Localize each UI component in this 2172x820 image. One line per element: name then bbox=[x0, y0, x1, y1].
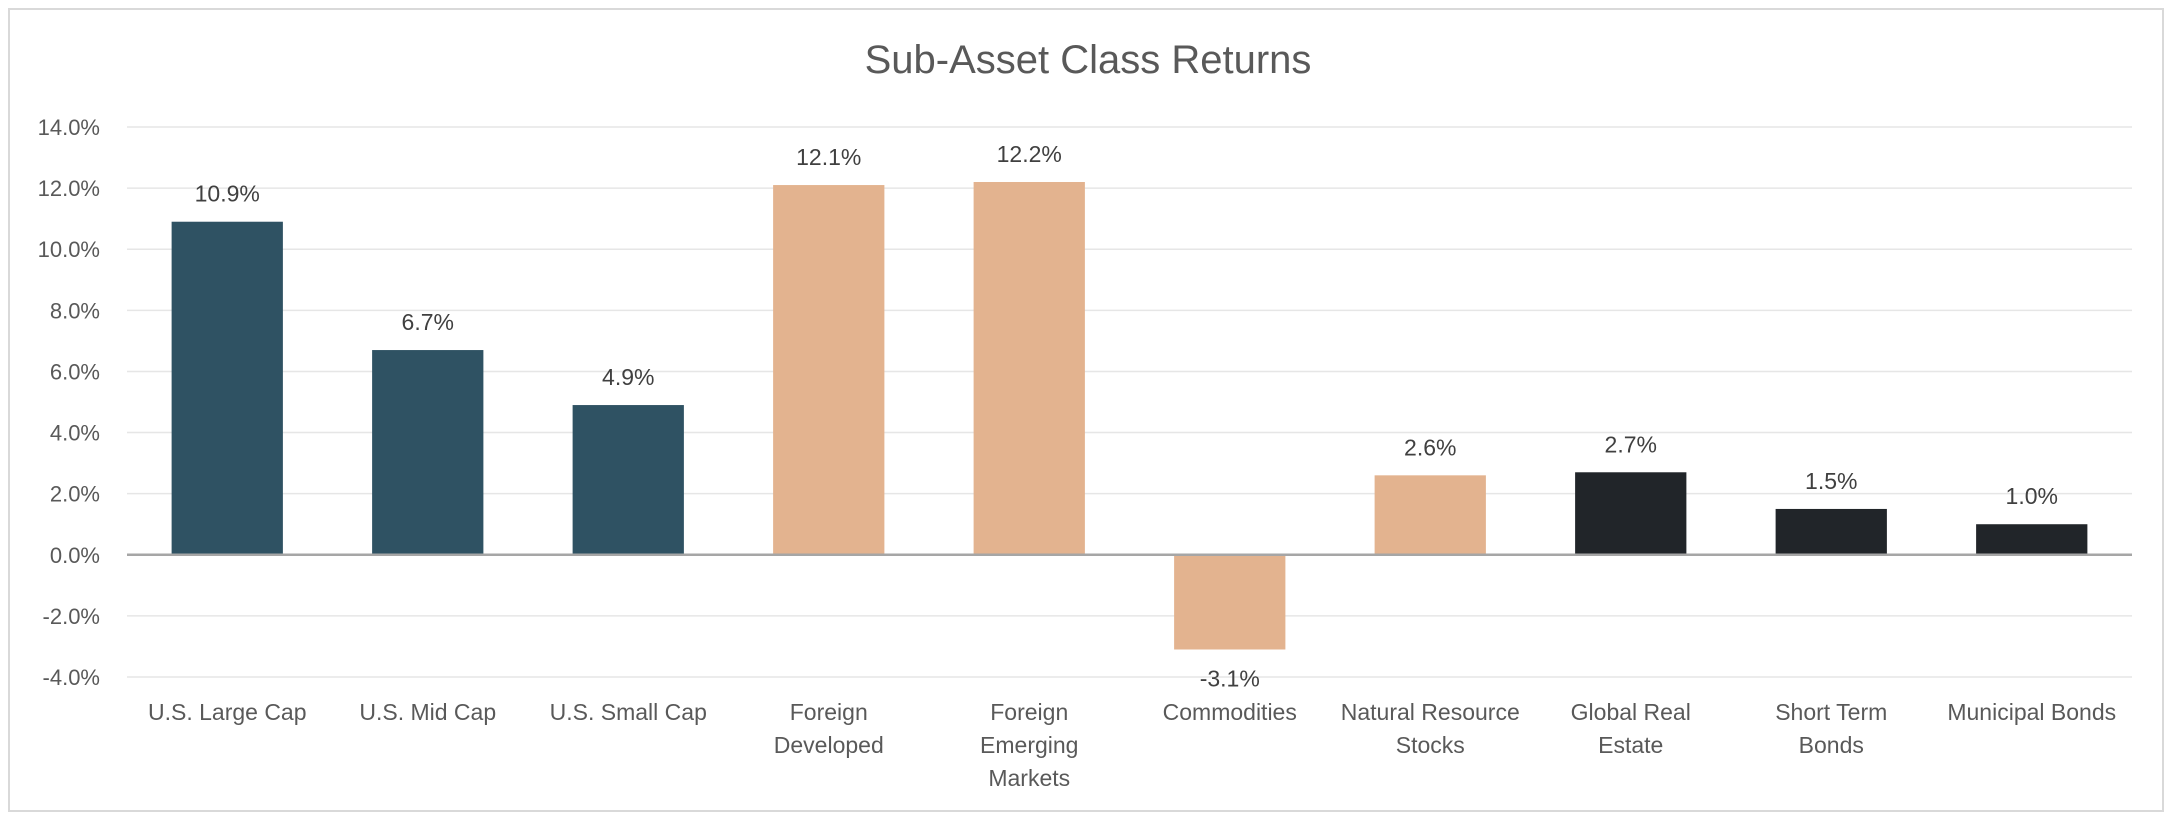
category-label: Commodities bbox=[1163, 699, 1297, 725]
category-label: Emerging bbox=[980, 732, 1078, 758]
category-label: Foreign bbox=[790, 699, 868, 725]
chart-frame: Sub-Asset Class Returns -4.0% -2.0% 0.0% 2.… bbox=[8, 8, 2164, 812]
data-label: 1.0% bbox=[2006, 483, 2058, 509]
category-label: Markets bbox=[988, 765, 1070, 791]
data-label: 10.9% bbox=[195, 181, 260, 207]
category-label: U.S. Mid Cap bbox=[359, 699, 496, 725]
bar bbox=[773, 185, 885, 555]
y-tick-label: 0.0% bbox=[50, 543, 100, 568]
data-label: 2.6% bbox=[1404, 434, 1456, 460]
category-label: Bonds bbox=[1799, 732, 1864, 758]
category-label: Foreign bbox=[990, 699, 1068, 725]
category-label: Global Real bbox=[1571, 699, 1691, 725]
category-label: Short Term bbox=[1775, 699, 1887, 725]
y-tick-label: 6.0% bbox=[50, 359, 100, 384]
category-label: U.S. Large Cap bbox=[148, 699, 307, 725]
bar bbox=[973, 182, 1085, 555]
data-label: 12.2% bbox=[997, 141, 1062, 167]
chart-title: Sub-Asset Class Returns bbox=[865, 38, 1312, 82]
category-label: U.S. Small Cap bbox=[550, 699, 707, 725]
y-tick-label: 8.0% bbox=[50, 298, 100, 323]
data-label: 12.1% bbox=[796, 144, 861, 170]
bar-chart: Sub-Asset Class Returns -4.0% -2.0% 0.0% 2.… bbox=[38, 38, 2132, 791]
y-tick-label: 12.0% bbox=[38, 176, 100, 201]
category-label: Stocks bbox=[1396, 732, 1465, 758]
y-axis-ticks: -4.0% -2.0% 0.0% 2.0% 4.0% 6.0% 8.0% 10.0% 12.0%… bbox=[38, 115, 100, 690]
y-tick-label: 10.0% bbox=[38, 237, 100, 262]
bar bbox=[1174, 554, 1286, 650]
data-label: 4.9% bbox=[602, 364, 654, 390]
category-label: Natural Resource bbox=[1341, 699, 1520, 725]
y-tick-label: -2.0% bbox=[43, 604, 100, 629]
data-label: 1.5% bbox=[1805, 468, 1857, 494]
data-label: -3.1% bbox=[1200, 666, 1260, 692]
bar bbox=[1575, 472, 1687, 555]
bar bbox=[1976, 524, 2088, 555]
data-label: 2.7% bbox=[1605, 431, 1657, 457]
data-label: 6.7% bbox=[402, 309, 454, 335]
y-tick-label: 14.0% bbox=[38, 115, 100, 140]
bar bbox=[171, 221, 283, 555]
category-label: Municipal Bonds bbox=[1947, 699, 2116, 725]
category-label: Estate bbox=[1598, 732, 1663, 758]
y-tick-label: 4.0% bbox=[50, 421, 100, 446]
category-labels: U.S. Large Cap U.S. Mid Cap U.S. Small Cap… bbox=[148, 699, 2116, 791]
y-tick-label: 2.0% bbox=[50, 482, 100, 507]
bars bbox=[171, 182, 2088, 650]
bar bbox=[572, 405, 684, 555]
bar bbox=[1374, 475, 1486, 555]
data-labels: 10.9% 6.7% 4.9% 12.1% 12.2% -3.1% 2.6% 2.7% 1.5%… bbox=[195, 141, 2058, 692]
bar bbox=[1775, 508, 1887, 555]
bar bbox=[372, 350, 484, 555]
category-label: Developed bbox=[774, 732, 884, 758]
y-tick-label: -4.0% bbox=[43, 665, 100, 690]
